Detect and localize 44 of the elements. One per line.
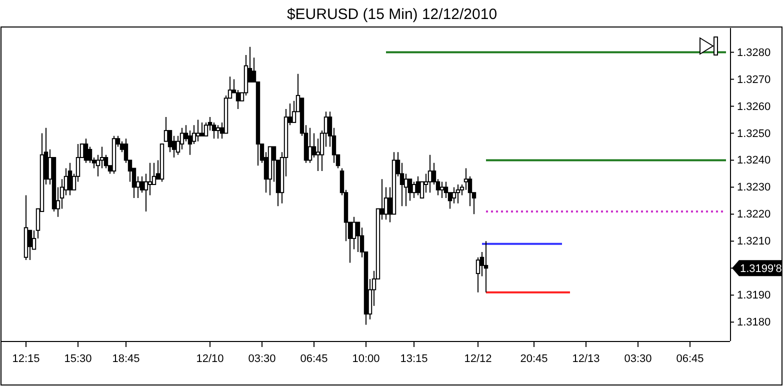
x-tick-label: 03:30 <box>624 353 652 366</box>
candlestick <box>200 122 204 136</box>
candlestick <box>416 176 420 196</box>
candlestick <box>444 181 448 198</box>
y-tick-label: 1.3250 <box>737 128 771 140</box>
candlestick <box>236 90 240 110</box>
y-tick-label: 1.3190 <box>737 290 771 302</box>
y-tick-label: 1.3240 <box>737 154 771 167</box>
x-tick-label: 12:15 <box>12 353 40 366</box>
y-tick-label: 1.3270 <box>737 74 771 86</box>
candlestick <box>464 168 468 190</box>
y-tick-label: 1.3230 <box>737 182 771 194</box>
candlestick <box>440 181 444 198</box>
x-tick-label: 12/13 <box>572 353 600 366</box>
text: 1.3199'8 <box>740 263 782 276</box>
x-tick-label: 13:15 <box>400 353 428 366</box>
candlestick <box>484 240 488 293</box>
candlestick <box>412 181 416 198</box>
candlestick <box>148 162 152 196</box>
x-tick-label: 06:45 <box>676 353 704 366</box>
candlestick <box>456 184 460 204</box>
y-tick-label: 1.3220 <box>737 208 771 221</box>
x-tick-label: 06:45 <box>300 353 328 366</box>
candlestick <box>308 127 312 164</box>
candlestick <box>452 186 456 204</box>
y-tick-label: 1.3210 <box>737 236 771 248</box>
candlestick <box>352 216 356 250</box>
x-tick-label: 12/12 <box>464 353 492 366</box>
x-tick-label: 18:45 <box>112 353 140 366</box>
y-tick-label: 1.3280 <box>737 46 771 59</box>
chart-title: $EURUSD (15 Min) 12/12/2010 <box>286 6 498 23</box>
candlestick <box>84 138 88 164</box>
candlestick <box>68 162 72 196</box>
x-tick-label: 12/10 <box>196 353 224 366</box>
x-tick-label: 10:00 <box>352 353 380 366</box>
x-tick-label: 03:30 <box>248 353 276 366</box>
candlestick <box>428 154 432 194</box>
candlestick <box>216 124 220 140</box>
y-tick-label: 1.3260 <box>737 100 771 113</box>
x-tick-label: 20:45 <box>520 353 548 366</box>
x-tick-label: 15:30 <box>64 353 92 366</box>
candlestick <box>28 230 32 261</box>
candlestick <box>196 119 200 142</box>
y-tick-label: 1.3180 <box>737 316 771 329</box>
